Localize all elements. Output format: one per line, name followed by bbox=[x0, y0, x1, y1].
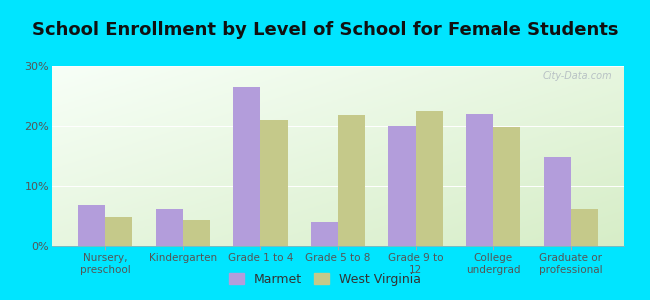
Bar bbox=[466, 114, 493, 246]
Bar bbox=[155, 209, 183, 246]
Bar bbox=[78, 205, 105, 246]
Bar bbox=[338, 115, 365, 246]
Text: School Enrollment by Level of School for Female Students: School Enrollment by Level of School for… bbox=[32, 21, 618, 39]
Text: City-Data.com: City-Data.com bbox=[543, 71, 612, 81]
Bar bbox=[389, 126, 415, 246]
Bar bbox=[311, 222, 338, 246]
Bar bbox=[543, 157, 571, 246]
Bar bbox=[415, 111, 443, 246]
Bar bbox=[183, 220, 210, 246]
Bar bbox=[105, 217, 133, 246]
Bar bbox=[571, 209, 598, 246]
Legend: Marmet, West Virginia: Marmet, West Virginia bbox=[224, 268, 426, 291]
Bar bbox=[233, 87, 261, 246]
Bar bbox=[261, 120, 287, 246]
Bar bbox=[493, 127, 521, 246]
